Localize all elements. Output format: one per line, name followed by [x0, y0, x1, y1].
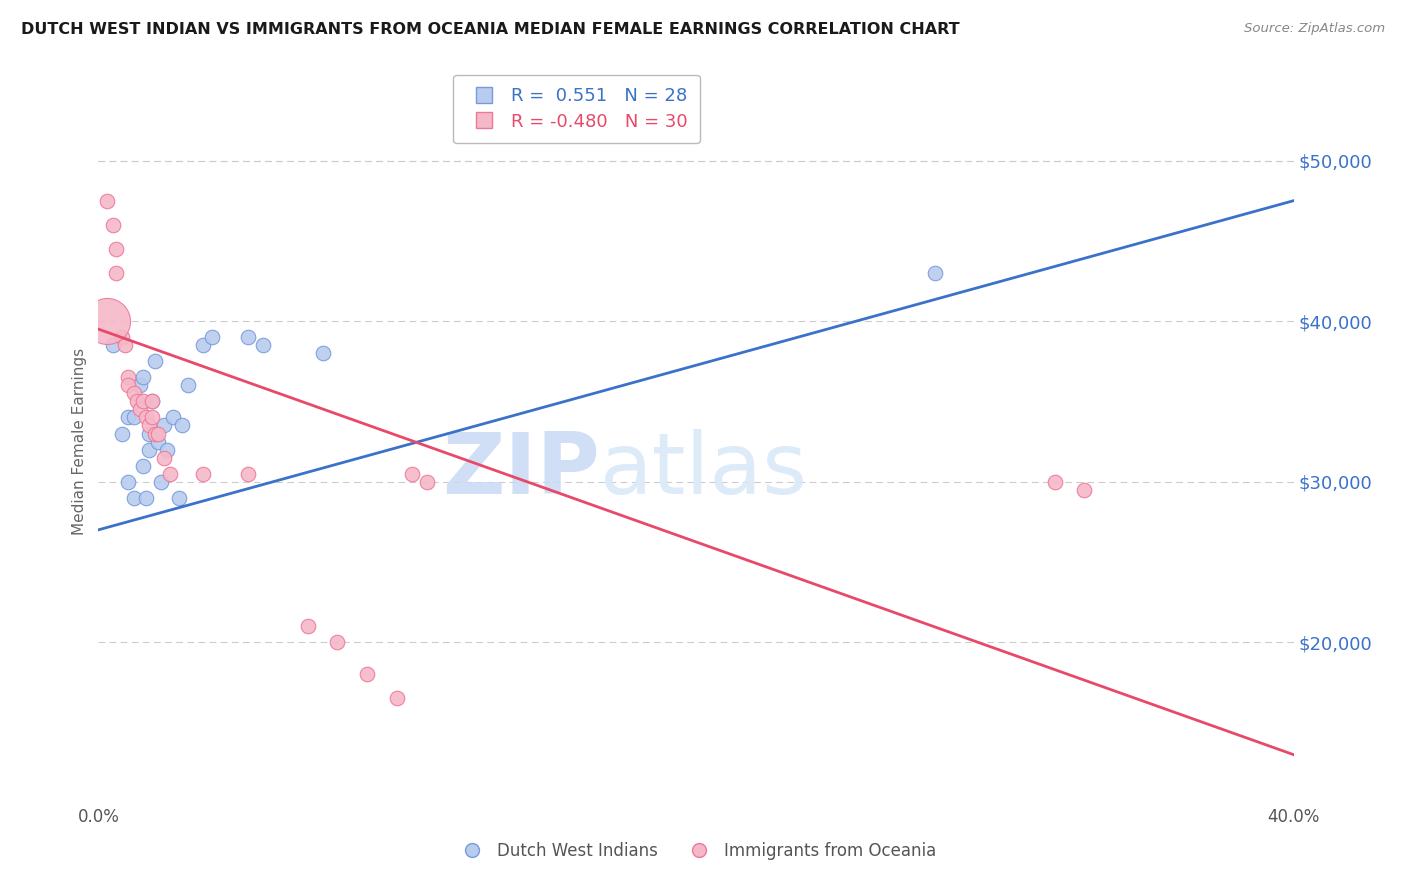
Point	[143, 354, 166, 368]
Point	[138, 418, 160, 433]
Point	[252, 338, 274, 352]
Point	[111, 426, 134, 441]
Point	[114, 338, 136, 352]
Point	[141, 410, 163, 425]
Point	[103, 218, 125, 232]
Point	[297, 619, 319, 633]
Point	[416, 475, 439, 489]
Point	[138, 426, 160, 441]
Point	[156, 442, 179, 457]
Point	[924, 266, 946, 280]
Point	[117, 378, 139, 392]
Point	[135, 491, 157, 505]
Point	[117, 475, 139, 489]
Point	[141, 394, 163, 409]
Point	[385, 691, 409, 706]
Point	[124, 410, 146, 425]
Point	[201, 330, 224, 344]
Point	[132, 458, 155, 473]
Point	[153, 418, 176, 433]
Point	[401, 467, 423, 481]
Point	[132, 370, 155, 384]
Point	[105, 266, 128, 280]
Point	[143, 426, 166, 441]
Point	[124, 491, 146, 505]
Point	[129, 402, 152, 417]
Point	[236, 330, 259, 344]
Point	[311, 346, 333, 360]
Point	[138, 442, 160, 457]
Point	[159, 467, 181, 481]
Point	[1043, 475, 1066, 489]
Y-axis label: Median Female Earnings: Median Female Earnings	[72, 348, 87, 535]
Point	[124, 386, 146, 401]
Point	[129, 378, 152, 392]
Point	[117, 410, 139, 425]
Point	[96, 314, 118, 328]
Point	[191, 338, 214, 352]
Point	[236, 467, 259, 481]
Point	[326, 635, 349, 649]
Point	[141, 394, 163, 409]
Point	[117, 370, 139, 384]
Point	[153, 450, 176, 465]
Point	[135, 410, 157, 425]
Legend: Dutch West Indians, Immigrants from Oceania: Dutch West Indians, Immigrants from Ocea…	[449, 836, 943, 867]
Point	[177, 378, 200, 392]
Point	[191, 467, 214, 481]
Point	[1073, 483, 1095, 497]
Point	[111, 330, 134, 344]
Point	[356, 667, 378, 681]
Point	[148, 426, 170, 441]
Point	[132, 394, 155, 409]
Point	[167, 491, 190, 505]
Point	[96, 194, 118, 208]
Point	[150, 475, 173, 489]
Point	[105, 242, 128, 256]
Text: DUTCH WEST INDIAN VS IMMIGRANTS FROM OCEANIA MEDIAN FEMALE EARNINGS CORRELATION : DUTCH WEST INDIAN VS IMMIGRANTS FROM OCE…	[21, 22, 960, 37]
Text: Source: ZipAtlas.com: Source: ZipAtlas.com	[1244, 22, 1385, 36]
Point	[127, 394, 149, 409]
Point	[172, 418, 194, 433]
Text: ZIP: ZIP	[443, 429, 600, 512]
Point	[103, 338, 125, 352]
Point	[162, 410, 184, 425]
Point	[148, 434, 170, 449]
Text: atlas: atlas	[600, 429, 808, 512]
